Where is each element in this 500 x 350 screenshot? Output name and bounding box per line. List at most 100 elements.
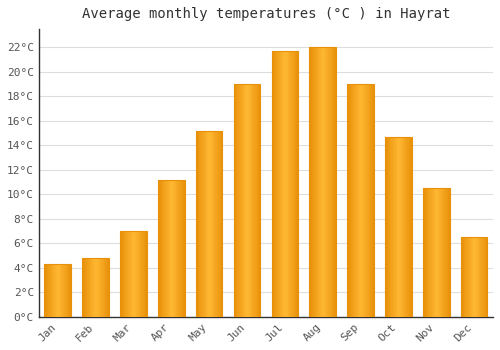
Bar <box>484 237 486 317</box>
Bar <box>181 180 182 317</box>
Bar <box>208 131 209 317</box>
Bar <box>448 188 450 317</box>
Bar <box>365 84 366 317</box>
Bar <box>122 231 123 317</box>
Bar <box>310 47 336 317</box>
Bar <box>475 237 476 317</box>
Bar <box>88 258 90 317</box>
Bar <box>286 51 288 317</box>
Bar <box>314 47 315 317</box>
Bar <box>173 180 174 317</box>
Bar <box>69 264 70 317</box>
Bar <box>330 47 332 317</box>
Bar <box>183 180 184 317</box>
Bar <box>106 258 107 317</box>
Bar <box>403 137 404 317</box>
Bar <box>198 131 200 317</box>
Bar <box>482 237 483 317</box>
Bar <box>467 237 468 317</box>
Bar <box>129 231 130 317</box>
Bar <box>85 258 86 317</box>
Bar <box>366 84 368 317</box>
Bar <box>434 188 436 317</box>
Bar <box>70 264 71 317</box>
Bar <box>442 188 444 317</box>
Bar <box>410 137 411 317</box>
Bar <box>335 47 336 317</box>
Bar <box>354 84 356 317</box>
Bar <box>319 47 320 317</box>
Bar <box>158 180 159 317</box>
Bar <box>91 258 92 317</box>
Bar <box>348 84 349 317</box>
Bar <box>234 84 236 317</box>
Bar <box>204 131 206 317</box>
Bar <box>214 131 216 317</box>
Bar <box>68 264 69 317</box>
Bar <box>388 137 390 317</box>
Bar <box>107 258 108 317</box>
Bar <box>438 188 439 317</box>
Bar <box>128 231 129 317</box>
Bar <box>182 180 183 317</box>
Bar <box>392 137 393 317</box>
Bar <box>349 84 350 317</box>
Bar <box>219 131 220 317</box>
Bar <box>200 131 201 317</box>
Bar <box>277 51 278 317</box>
Bar <box>288 51 290 317</box>
Bar <box>201 131 202 317</box>
Bar <box>320 47 321 317</box>
Bar <box>246 84 247 317</box>
Bar <box>93 258 94 317</box>
Bar <box>272 51 274 317</box>
Bar <box>256 84 258 317</box>
Bar <box>297 51 298 317</box>
Bar <box>464 237 466 317</box>
Bar <box>247 84 248 317</box>
Bar <box>250 84 252 317</box>
Bar <box>481 237 482 317</box>
Bar <box>393 137 394 317</box>
Bar <box>351 84 352 317</box>
Bar <box>175 180 176 317</box>
Bar <box>356 84 357 317</box>
Bar <box>158 180 184 317</box>
Bar <box>447 188 448 317</box>
Bar <box>293 51 294 317</box>
Bar <box>82 258 83 317</box>
Bar <box>255 84 256 317</box>
Bar <box>395 137 396 317</box>
Bar <box>390 137 392 317</box>
Bar <box>334 47 335 317</box>
Bar <box>358 84 359 317</box>
Bar <box>480 237 481 317</box>
Bar <box>394 137 395 317</box>
Bar <box>483 237 484 317</box>
Bar <box>276 51 277 317</box>
Bar <box>310 47 311 317</box>
Bar <box>329 47 330 317</box>
Bar <box>121 231 122 317</box>
Bar <box>291 51 292 317</box>
Bar <box>174 180 175 317</box>
Bar <box>362 84 363 317</box>
Bar <box>387 137 388 317</box>
Bar <box>65 264 66 317</box>
Bar <box>411 137 412 317</box>
Bar <box>253 84 254 317</box>
Bar <box>136 231 137 317</box>
Bar <box>168 180 170 317</box>
Bar <box>62 264 63 317</box>
Bar <box>473 237 474 317</box>
Bar <box>401 137 402 317</box>
Bar <box>439 188 440 317</box>
Bar <box>360 84 362 317</box>
Bar <box>292 51 293 317</box>
Bar <box>130 231 131 317</box>
Bar <box>321 47 322 317</box>
Bar <box>466 237 467 317</box>
Bar <box>386 137 387 317</box>
Bar <box>132 231 134 317</box>
Bar <box>56 264 57 317</box>
